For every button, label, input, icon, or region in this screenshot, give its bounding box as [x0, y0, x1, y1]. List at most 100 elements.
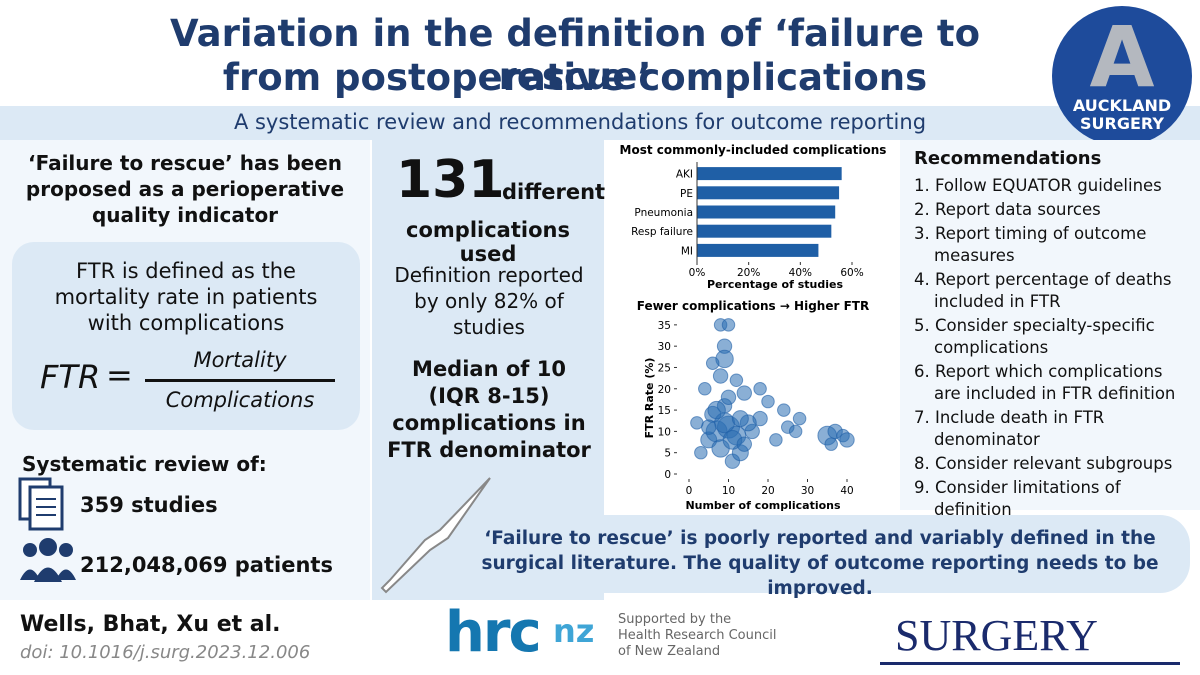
point: [720, 389, 737, 405]
logo-letter: A: [1089, 8, 1155, 106]
point: [736, 436, 752, 452]
point: [839, 432, 855, 448]
point: [788, 424, 803, 439]
y-tick-label: 10: [658, 426, 671, 438]
support-line: of New Zealand: [618, 644, 721, 659]
y-tick-label: 30: [658, 341, 671, 353]
subtitle-band: [0, 106, 1200, 140]
studies: 359 studies: [80, 493, 218, 517]
logo: A AUCKLAND SURGERY: [1052, 6, 1192, 146]
y-tick-label: AKI: [676, 169, 693, 181]
count-line: complications used: [406, 218, 570, 266]
x-tick-label: 20%: [737, 267, 760, 279]
title-line: Variation in the definition of ‘failure …: [170, 12, 980, 98]
definition-box: [12, 242, 360, 430]
left-heading: ‘Failure to rescue’ has been proposed as…: [25, 151, 345, 227]
x-tick-label: 40%: [789, 267, 812, 279]
x-tick-label: 20: [761, 485, 774, 497]
point: [694, 445, 708, 460]
person-icon: [39, 538, 57, 556]
recommendation: 1. Follow EQUATOR guidelines: [914, 176, 1162, 195]
review-heading: Systematic review of:: [22, 452, 267, 476]
point: [698, 382, 712, 396]
bar: [697, 224, 832, 238]
subtitle: A systematic review and recommendations …: [233, 110, 927, 134]
hrc-logo: hrc: [445, 600, 542, 665]
logo-text: SURGERY: [1080, 114, 1164, 133]
x-tick-label: 30: [801, 485, 814, 497]
person-body: [20, 567, 76, 582]
chart-title: Fewer complications → Higher FTR: [637, 299, 869, 313]
recommendation: 2. Report data sources: [914, 200, 1101, 219]
scalpel-icon: [380, 477, 491, 594]
point: [707, 400, 726, 420]
journal: SURGERY: [895, 611, 1098, 660]
conclusion: ‘Failure to rescue’ is poorly reported a…: [481, 528, 1159, 599]
x-axis-label: Percentage of studies: [707, 278, 844, 291]
point: [792, 411, 807, 426]
chart-title: Most commonly-included complications: [620, 143, 887, 157]
point: [729, 373, 744, 387]
person-icon: [23, 543, 37, 557]
authors: Wells, Bhat, Xu et al.: [20, 612, 281, 637]
y-tick-label: 20: [658, 384, 671, 396]
journal-rule: [880, 662, 1180, 665]
point: [753, 382, 767, 396]
x-tick-label: 0: [686, 485, 693, 497]
point: [731, 410, 749, 428]
definition: FTR is defined as the mortality rate in …: [54, 259, 318, 335]
bar: [697, 186, 840, 200]
recommendation: 3. Report timing of outcome measures: [914, 224, 1147, 265]
y-tick-label: PE: [680, 188, 693, 200]
definition-note: Definition reported by only 82% of studi…: [394, 263, 584, 339]
recommendation: 6. Report which complications are includ…: [914, 362, 1176, 403]
recommendation: 7. Include death in FTR denominator: [914, 408, 1105, 449]
point: [824, 437, 838, 451]
icons: [18, 477, 76, 582]
recommendations-list: 1. Follow EQUATOR guidelines 2. Report da…: [914, 175, 1194, 521]
recommendation: 8. Consider relevant subgroups: [914, 454, 1173, 473]
scalpel: [380, 477, 491, 594]
y-tick-label: 0: [664, 469, 671, 481]
support-line: Health Research Council: [618, 628, 777, 643]
fraction-bar: [145, 379, 335, 382]
y-tick-label: 25: [658, 362, 671, 374]
support: Supported by the Health Research Council…: [618, 612, 776, 660]
median: Median of 10 (IQR 8-15) complications in…: [387, 357, 591, 462]
recommendations: Recommendations 1. Follow EQUATOR guidel…: [914, 148, 1194, 523]
right-panel: [900, 140, 1200, 510]
x-tick-label: 10: [722, 485, 735, 497]
formula-numerator: Mortality: [193, 348, 287, 372]
y-tick-label: Resp failure: [631, 226, 693, 238]
count: 131: [396, 150, 505, 210]
support-line: Supported by the: [618, 612, 732, 627]
point: [761, 394, 775, 409]
logo-text: AUCKLAND: [1072, 96, 1172, 115]
person-icon: [59, 543, 73, 557]
point: [705, 356, 720, 370]
y-tick-label: 5: [664, 448, 671, 460]
point: [769, 433, 783, 447]
bar: [697, 167, 842, 181]
bar: [697, 205, 836, 219]
y-tick-label: MI: [681, 245, 693, 257]
recommendation: 5. Consider specialty-specific complicat…: [914, 316, 1155, 357]
y-tick-label: 35: [658, 320, 671, 332]
conclusion-box: [378, 515, 1190, 593]
recommendations-heading: Recommendations: [914, 148, 1102, 169]
charts: Most commonly-included complications AKI P…: [620, 143, 887, 512]
point: [712, 368, 729, 384]
y-tick-label: 15: [658, 405, 671, 417]
formula-lhs: FTR: [40, 358, 101, 396]
x-tick-label: 60%: [840, 267, 863, 279]
point: [721, 318, 736, 332]
title-line: from postoperative complications: [222, 56, 928, 99]
x-tick-label: 0%: [689, 267, 706, 279]
recommendation: 9. Consider limitations of definition: [914, 478, 1121, 519]
y-tick-label: Pneumonia: [634, 207, 693, 219]
x-tick-label: 40: [840, 485, 853, 497]
bar: [697, 243, 819, 257]
y-axis-label: FTR Rate (%): [643, 358, 656, 439]
formula-eq: =: [106, 356, 133, 394]
